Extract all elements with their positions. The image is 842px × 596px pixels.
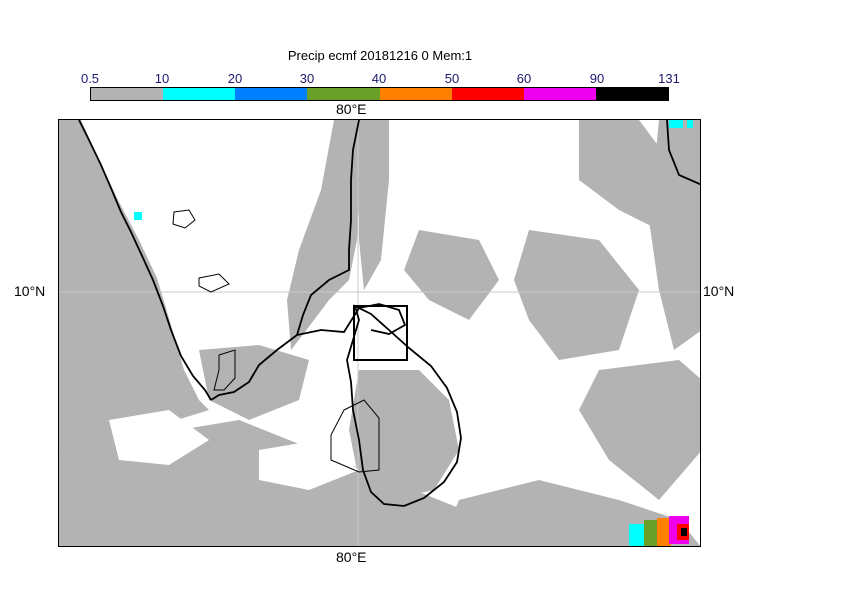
colorbar-segment (307, 88, 380, 100)
colorbar-tick-label: 50 (444, 71, 460, 86)
precip-area-east-2 (514, 230, 639, 360)
chart-title: Precip ecmf 20181216 0 Mem:1 (287, 48, 473, 63)
colorbar-segment (163, 88, 236, 100)
colorbar-tick-label: 90 (589, 71, 605, 86)
colorbar-segment (235, 88, 308, 100)
precip-area-west-2 (99, 220, 139, 280)
colorbar-tick-label: 30 (299, 71, 315, 86)
precip-area-srilanka (349, 370, 459, 500)
colorbar-tick-label: 0.5 (80, 71, 100, 86)
graticule (59, 120, 700, 546)
precip-area-northeast-2 (649, 120, 700, 350)
india-east-coast (210, 120, 360, 401)
precipitation-map (58, 119, 701, 547)
latitude-label-left: 10°N (14, 283, 46, 299)
precip-cell-cyan (134, 212, 142, 220)
precip-intense (134, 120, 693, 546)
precip-cell-orange (657, 518, 671, 546)
latitude-label-right: 10°N (703, 283, 735, 299)
focus-box (353, 305, 408, 361)
precip-area-bay (359, 120, 389, 290)
colorbar-tick-label: 40 (371, 71, 387, 86)
precip-areas (59, 120, 700, 546)
srilanka-outline (346, 304, 462, 507)
colorbar (90, 87, 669, 101)
longitude-label-bottom: 80°E (336, 549, 367, 565)
map-canvas (59, 120, 700, 546)
colorbar-segment (595, 88, 668, 100)
precip-area-southwest (199, 345, 309, 420)
colorbar-tick-label: 20 (227, 71, 243, 86)
precip-cell-black (681, 528, 687, 536)
colorbar-tick-label: 60 (516, 71, 532, 86)
precip-cell-cyan (669, 120, 683, 128)
northeast-coast (666, 120, 700, 186)
india-west-coast (78, 120, 212, 401)
coastlines (78, 120, 700, 507)
precip-area-east-1 (404, 230, 499, 320)
precip-cell-green (644, 520, 658, 546)
precip-area-northeast (579, 120, 669, 230)
precip-cell-cyan (687, 120, 693, 128)
colorbar-segment (451, 88, 524, 100)
precip-area-east-3 (579, 360, 700, 500)
colorbar-tick-label: 131 (658, 71, 680, 86)
palk-coast (296, 303, 407, 336)
colorbar-segment (91, 88, 164, 100)
precip-area-west (59, 120, 209, 470)
precip-gaps (109, 130, 599, 490)
colorbar-tick-label: 10 (154, 71, 170, 86)
colorbar-segment (523, 88, 596, 100)
contours (172, 209, 380, 473)
precip-cell-cyan (629, 524, 645, 546)
colorbar-segment (379, 88, 452, 100)
longitude-label-top: 80°E (336, 101, 367, 117)
